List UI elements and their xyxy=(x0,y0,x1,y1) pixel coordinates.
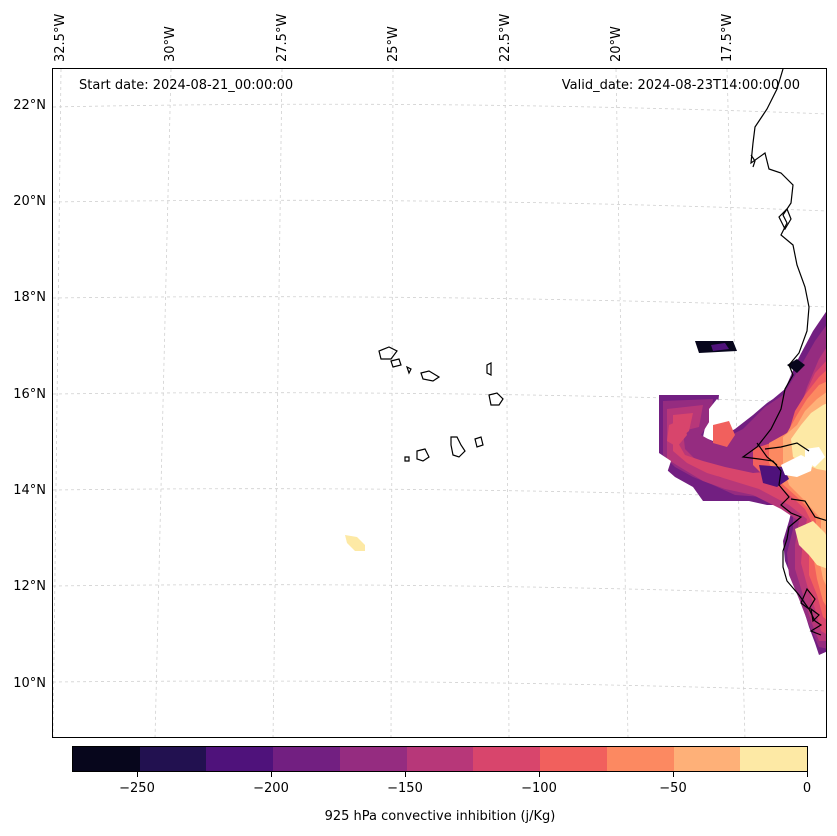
lon-label-25w: 25°W xyxy=(386,26,401,62)
island-santa-luzia xyxy=(405,365,412,375)
colorbar-segment xyxy=(673,747,741,771)
colorbar-segment xyxy=(273,747,340,771)
gridline-18n xyxy=(53,296,826,308)
colorbar-segment xyxy=(406,747,474,771)
lon-label-20w: 20°W xyxy=(609,26,624,62)
gridline-27w xyxy=(272,69,283,737)
colorbar-tick xyxy=(271,772,272,777)
valid-date-label: Valid_date: 2024-08-23T14:00:00.00 xyxy=(561,78,800,93)
colorbar-segment xyxy=(473,747,541,771)
colorbar xyxy=(72,746,808,772)
map-canvas xyxy=(53,69,826,737)
lat-label-14n: 14°N xyxy=(13,483,46,498)
lat-label-18n: 18°N xyxy=(13,290,46,305)
island-maio xyxy=(474,436,484,448)
gridline-10n xyxy=(53,680,826,692)
colorbar-segment xyxy=(339,747,407,771)
gridline-25w xyxy=(390,69,394,737)
cin-contours xyxy=(345,311,826,655)
island-sao-nicolau xyxy=(420,370,441,382)
island-fogo xyxy=(416,448,430,462)
map-panel[interactable]: Start date: 2024-08-21_00:00:00 Valid_da… xyxy=(52,68,827,738)
colorbar-segment xyxy=(139,747,207,771)
colorbar-tick xyxy=(673,772,674,777)
island-sao-vicente xyxy=(390,358,402,368)
gridline-12n xyxy=(53,584,826,596)
lon-label-22w: 22.5°W xyxy=(498,13,513,62)
gridline-22w xyxy=(504,69,510,737)
colorbar-tick-label: −150 xyxy=(387,781,423,796)
colorbar-tick-label: −50 xyxy=(659,781,687,796)
lon-label-17w: 17.5°W xyxy=(720,13,735,62)
lat-label-12n: 12°N xyxy=(13,579,46,594)
lon-label-30w: 30°W xyxy=(163,26,178,62)
graticule xyxy=(53,69,826,737)
colorbar-segment xyxy=(206,747,274,771)
lat-label-16n: 16°N xyxy=(13,387,46,402)
coastlines xyxy=(378,69,826,636)
colorbar-segment xyxy=(540,747,607,771)
gridline-20n xyxy=(53,199,826,212)
bissagos-island xyxy=(800,587,816,610)
colorbar-tick xyxy=(137,772,138,777)
colorbar-tick-label: −200 xyxy=(253,781,289,796)
colorbar-tick-label: 0 xyxy=(802,781,812,796)
island-brava xyxy=(404,456,410,462)
island-sal xyxy=(486,362,492,376)
gridline-32w xyxy=(53,69,62,737)
colorbar-tick xyxy=(405,772,406,777)
gambia-border xyxy=(764,442,810,452)
lon-label-32w: 32.5°W xyxy=(53,13,68,62)
lon-label-27w: 27.5°W xyxy=(275,13,290,62)
colorbar-segment xyxy=(740,747,808,771)
colorbar-tick xyxy=(807,772,808,777)
lat-label-22n: 22°N xyxy=(13,98,46,113)
guinea-bissau-border xyxy=(790,498,826,522)
lat-label-10n: 10°N xyxy=(13,676,46,691)
colorbar-tick-label: −250 xyxy=(119,781,155,796)
colorbar-segment xyxy=(606,747,674,771)
lat-label-20n: 20°N xyxy=(13,194,46,209)
coast-detail xyxy=(750,154,756,168)
colorbar-tick-label: −100 xyxy=(521,781,557,796)
africa-coastline xyxy=(741,69,823,636)
colorbar-title: 925 hPa convective inhibition (j/Kg) xyxy=(324,809,556,824)
gridline-20w xyxy=(615,69,629,737)
colorbar-tick xyxy=(539,772,540,777)
banc-arguin xyxy=(778,207,792,231)
river-mouth xyxy=(756,442,778,466)
gridline-30w xyxy=(154,69,172,737)
colorbar-segment xyxy=(73,747,140,771)
gridline-22n xyxy=(53,103,826,115)
gridline-17w xyxy=(726,69,746,737)
island-santo-antao xyxy=(378,346,398,360)
bissagos-island-2 xyxy=(810,607,820,623)
island-boa-vista xyxy=(488,392,504,406)
island-santiago xyxy=(450,436,466,458)
start-date-label: Start date: 2024-08-21_00:00:00 xyxy=(79,78,294,93)
